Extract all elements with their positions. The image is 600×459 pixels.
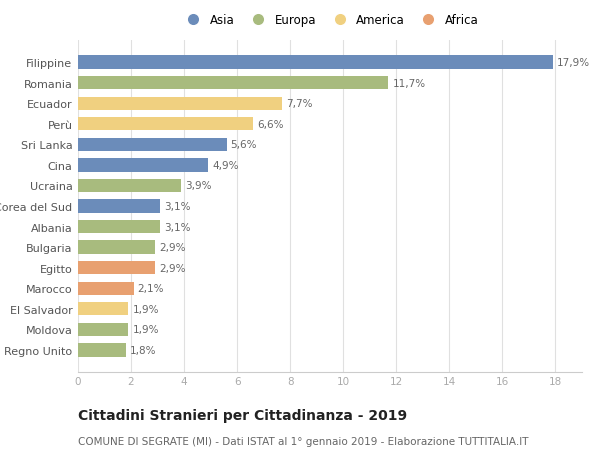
Text: COMUNE DI SEGRATE (MI) - Dati ISTAT al 1° gennaio 2019 - Elaborazione TUTTITALIA: COMUNE DI SEGRATE (MI) - Dati ISTAT al 1… bbox=[78, 436, 529, 446]
Bar bbox=[78, 179, 181, 193]
Bar bbox=[78, 159, 208, 172]
Text: 2,1%: 2,1% bbox=[137, 284, 164, 294]
Bar bbox=[78, 343, 126, 357]
Bar bbox=[78, 262, 155, 275]
Text: 1,9%: 1,9% bbox=[133, 325, 159, 335]
Bar bbox=[78, 302, 128, 316]
Bar bbox=[78, 241, 155, 254]
Text: 3,1%: 3,1% bbox=[164, 202, 191, 212]
Text: 1,9%: 1,9% bbox=[133, 304, 159, 314]
Legend: Asia, Europa, America, Africa: Asia, Europa, America, Africa bbox=[181, 14, 479, 27]
Bar bbox=[78, 56, 553, 70]
Bar bbox=[78, 118, 253, 131]
Text: 17,9%: 17,9% bbox=[557, 58, 590, 68]
Text: 4,9%: 4,9% bbox=[212, 161, 238, 171]
Bar bbox=[78, 77, 388, 90]
Text: 6,6%: 6,6% bbox=[257, 119, 284, 129]
Bar bbox=[78, 220, 160, 234]
Bar bbox=[78, 138, 227, 151]
Bar bbox=[78, 200, 160, 213]
Text: 11,7%: 11,7% bbox=[392, 78, 425, 89]
Bar bbox=[78, 323, 128, 336]
Text: 3,9%: 3,9% bbox=[185, 181, 212, 191]
Text: 3,1%: 3,1% bbox=[164, 222, 191, 232]
Text: 2,9%: 2,9% bbox=[159, 263, 185, 273]
Bar bbox=[78, 282, 134, 295]
Bar bbox=[78, 97, 282, 111]
Text: 1,8%: 1,8% bbox=[130, 345, 156, 355]
Text: 2,9%: 2,9% bbox=[159, 242, 185, 252]
Text: Cittadini Stranieri per Cittadinanza - 2019: Cittadini Stranieri per Cittadinanza - 2… bbox=[78, 409, 407, 422]
Text: 5,6%: 5,6% bbox=[230, 140, 257, 150]
Text: 7,7%: 7,7% bbox=[286, 99, 313, 109]
